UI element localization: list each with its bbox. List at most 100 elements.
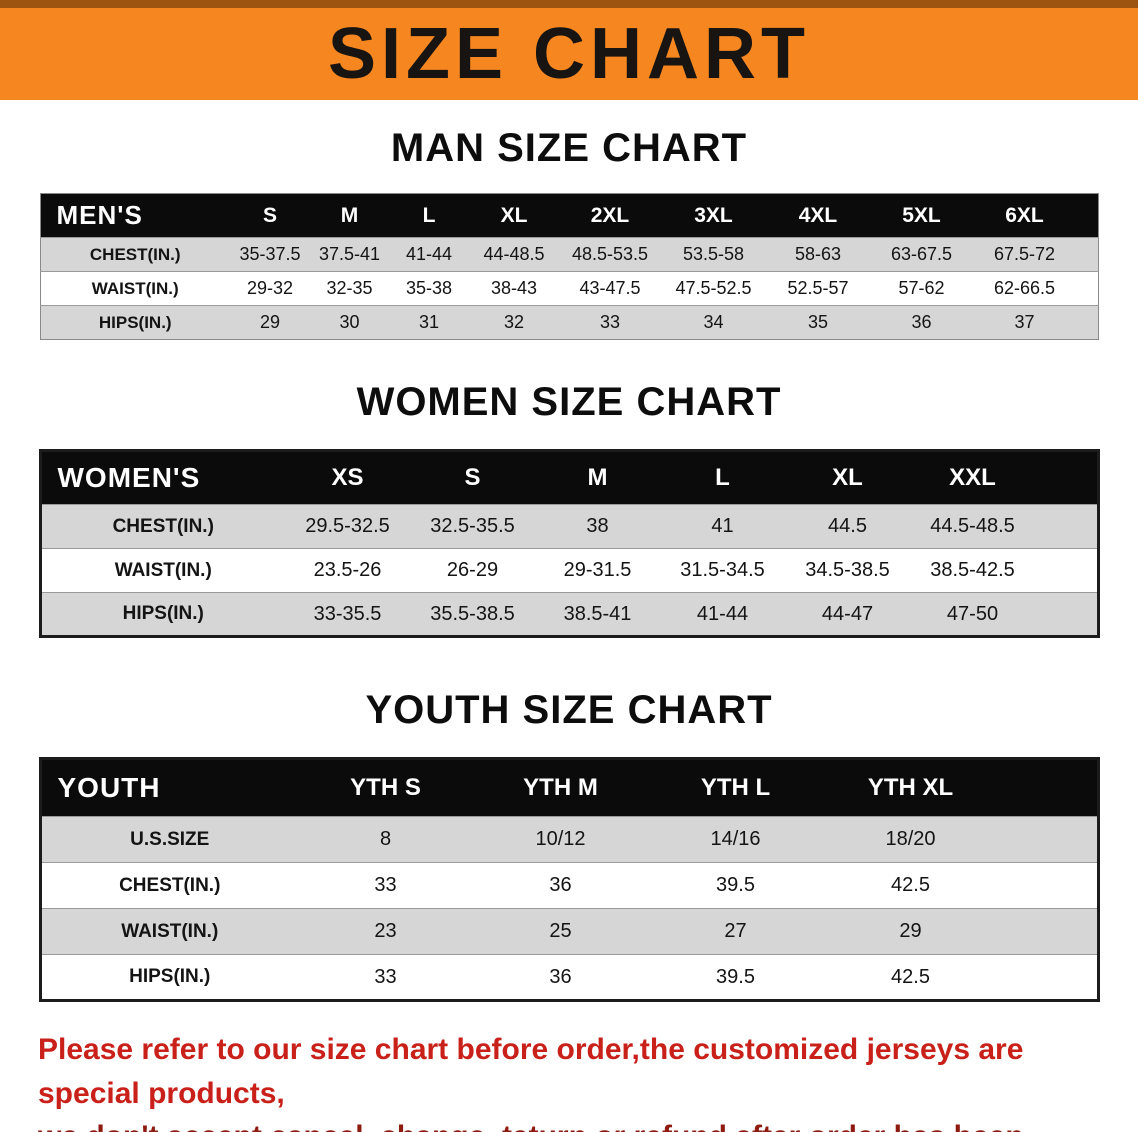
filler-cell [1076,271,1098,306]
size-column-header: 2XL [559,193,661,238]
size-value-cell: 33 [559,305,661,340]
size-value-cell: 18/20 [823,816,998,863]
size-column-header: XS [285,450,410,505]
size-value-cell: 38 [535,504,660,549]
size-column-header: 5XL [870,193,973,238]
size-value-cell: 32-35 [310,271,389,306]
size-value-cell: 29-32 [230,271,310,306]
size-value-cell: 29 [823,908,998,955]
filler-cell [998,758,1098,817]
size-value-cell: 44.5-48.5 [910,504,1035,549]
size-value-cell: 25 [473,908,648,955]
size-value-cell: 43-47.5 [559,271,661,306]
table-row: CHEST(IN.) 35-37.5 37.5-41 41-44 44-48.5… [40,237,1098,272]
size-value-cell: 44.5 [785,504,910,549]
size-value-cell: 34 [661,305,766,340]
women-section-heading: WOMEN SIZE CHART [356,380,782,424]
table-row: CHEST(IN.) 29.5-32.5 32.5-35.5 38 41 44.… [40,504,1098,549]
size-value-cell: 14/16 [648,816,823,863]
table-header-row: MEN'S S M L XL 2XL 3XL 4XL 5XL 6XL [40,193,1098,238]
filler-cell [998,862,1098,909]
row-label: WAIST(IN.) [40,271,230,306]
size-value-cell: 58-63 [766,237,870,272]
row-label: WAIST(IN.) [40,548,285,593]
size-value-cell: 31 [389,305,469,340]
size-value-cell: 29.5-32.5 [285,504,410,549]
size-value-cell: 8 [298,816,473,863]
size-column-header: 3XL [661,193,766,238]
row-label: HIPS(IN.) [40,954,298,1001]
size-value-cell: 44-48.5 [469,237,559,272]
size-value-cell: 41-44 [389,237,469,272]
size-column-header: XXL [910,450,1035,505]
filler-cell [1076,305,1098,340]
filler-cell [1035,548,1098,593]
filler-cell [1076,193,1098,238]
size-value-cell: 36 [473,954,648,1001]
size-column-header: M [535,450,660,505]
youth-section-heading: YOUTH SIZE CHART [365,688,773,732]
size-value-cell: 23.5-26 [285,548,410,593]
size-value-cell: 36 [473,862,648,909]
table-row: HIPS(IN.) 33 36 39.5 42.5 [40,954,1098,1001]
size-column-header: 4XL [766,193,870,238]
size-value-cell: 41-44 [660,592,785,637]
youth-size-table: YOUTH YTH S YTH M YTH L YTH XL U.S.SIZE … [38,757,1100,1002]
size-value-cell: 63-67.5 [870,237,973,272]
size-value-cell: 29-31.5 [535,548,660,593]
size-column-header: YTH S [298,758,473,817]
size-column-header: YTH M [473,758,648,817]
size-column-header: M [310,193,389,238]
size-column-header: L [389,193,469,238]
size-value-cell: 57-62 [870,271,973,306]
size-value-cell: 26-29 [410,548,535,593]
row-label: CHEST(IN.) [40,862,298,909]
size-value-cell: 30 [310,305,389,340]
size-value-cell: 10/12 [473,816,648,863]
banner-title: SIZE CHART [328,14,810,94]
table-corner-label: MEN'S [40,193,230,238]
size-value-cell: 35-37.5 [230,237,310,272]
row-label: CHEST(IN.) [40,504,285,549]
size-value-cell: 48.5-53.5 [559,237,661,272]
size-value-cell: 39.5 [648,954,823,1001]
size-value-cell: 33 [298,954,473,1001]
size-column-header: XL [469,193,559,238]
table-corner-label: WOMEN'S [40,450,285,505]
size-value-cell: 23 [298,908,473,955]
size-value-cell: 35.5-38.5 [410,592,535,637]
size-value-cell: 47.5-52.5 [661,271,766,306]
mens-size-table: MEN'S S M L XL 2XL 3XL 4XL 5XL 6XL CHEST… [39,193,1099,340]
filler-cell [1035,592,1098,637]
filler-cell [998,816,1098,863]
size-value-cell: 38.5-42.5 [910,548,1035,593]
row-label: WAIST(IN.) [40,908,298,955]
table-row: HIPS(IN.) 29 30 31 32 33 34 35 36 37 [40,305,1098,340]
size-column-header: YTH XL [823,758,998,817]
table-row: CHEST(IN.) 33 36 39.5 42.5 [40,862,1098,909]
size-value-cell: 62-66.5 [973,271,1076,306]
row-label: HIPS(IN.) [40,305,230,340]
size-value-cell: 38.5-41 [535,592,660,637]
womens-size-table: WOMEN'S XS S M L XL XXL CHEST(IN.) 29.5-… [38,449,1100,638]
banner: SIZE CHART [0,0,1138,100]
size-value-cell: 42.5 [823,862,998,909]
size-value-cell: 34.5-38.5 [785,548,910,593]
filler-cell [998,954,1098,1001]
filler-cell [1035,450,1098,505]
filler-cell [1076,237,1098,272]
row-label: U.S.SIZE [40,816,298,863]
size-value-cell: 31.5-34.5 [660,548,785,593]
size-column-header: XL [785,450,910,505]
size-column-header: L [660,450,785,505]
size-value-cell: 32.5-35.5 [410,504,535,549]
table-header-row: YOUTH YTH S YTH M YTH L YTH XL [40,758,1098,817]
size-value-cell: 33-35.5 [285,592,410,637]
size-value-cell: 44-47 [785,592,910,637]
size-value-cell: 41 [660,504,785,549]
filler-cell [998,908,1098,955]
size-value-cell: 47-50 [910,592,1035,637]
size-column-header: YTH L [648,758,823,817]
table-row: WAIST(IN.) 23.5-26 26-29 29-31.5 31.5-34… [40,548,1098,593]
